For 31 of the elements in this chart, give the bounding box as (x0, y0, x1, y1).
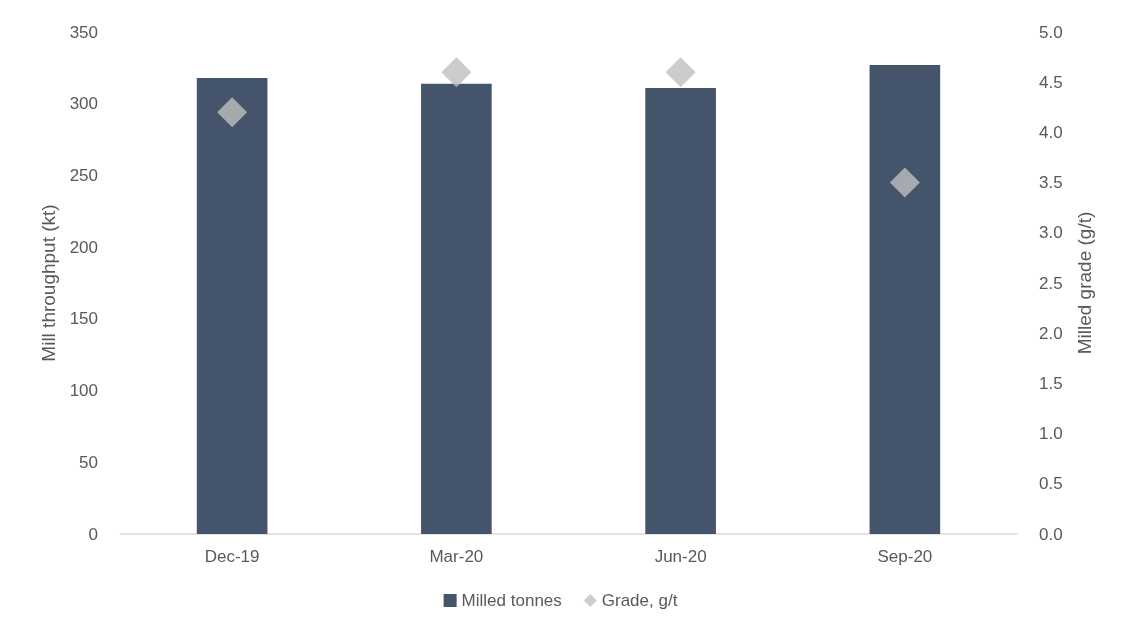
x-tick-label: Dec-19 (204, 547, 260, 566)
y-tick-label: 50 (79, 452, 98, 472)
y-tick-label: 200 (69, 237, 98, 257)
point (217, 97, 248, 128)
y2-axis-title: Milled grade (g/t) (1074, 211, 1095, 355)
legend-label: Milled tonnes (461, 591, 562, 610)
y2-tick-label: 3.0 (1039, 223, 1063, 243)
y2-tick-label: 4.5 (1039, 72, 1063, 92)
legend-label: Grade, g/t (601, 591, 678, 610)
x-tick-label: Sep-20 (877, 547, 933, 566)
y2-tick-label: 3.5 (1039, 173, 1063, 193)
point (889, 167, 920, 198)
y2-tick-label: 4.0 (1039, 122, 1063, 142)
y2-tick-label: 2.5 (1039, 273, 1063, 293)
y-tick-label: 350 (69, 22, 98, 42)
y-tick-label: 250 (69, 165, 98, 185)
y2-tick-label: 1.5 (1039, 373, 1063, 393)
y-axis-title: Mill throughput (kt) (38, 204, 59, 362)
point (665, 57, 696, 88)
y-tick-label: 100 (69, 381, 98, 401)
y2-tick-label: 5.0 (1039, 22, 1063, 42)
y2-tick-label: 0.5 (1039, 474, 1063, 494)
y-tick-label: 150 (69, 309, 98, 329)
y2-tick-label: 2.0 (1039, 323, 1063, 343)
y2-tick-label: 1.0 (1039, 424, 1063, 444)
y2-tick-label: 0.0 (1039, 524, 1063, 544)
x-tick-label: Mar-20 (429, 547, 484, 566)
x-tick-label: Jun-20 (654, 547, 707, 566)
y-tick-label: 300 (69, 94, 98, 114)
y-tick-label: 0 (88, 524, 98, 544)
point (441, 57, 472, 88)
